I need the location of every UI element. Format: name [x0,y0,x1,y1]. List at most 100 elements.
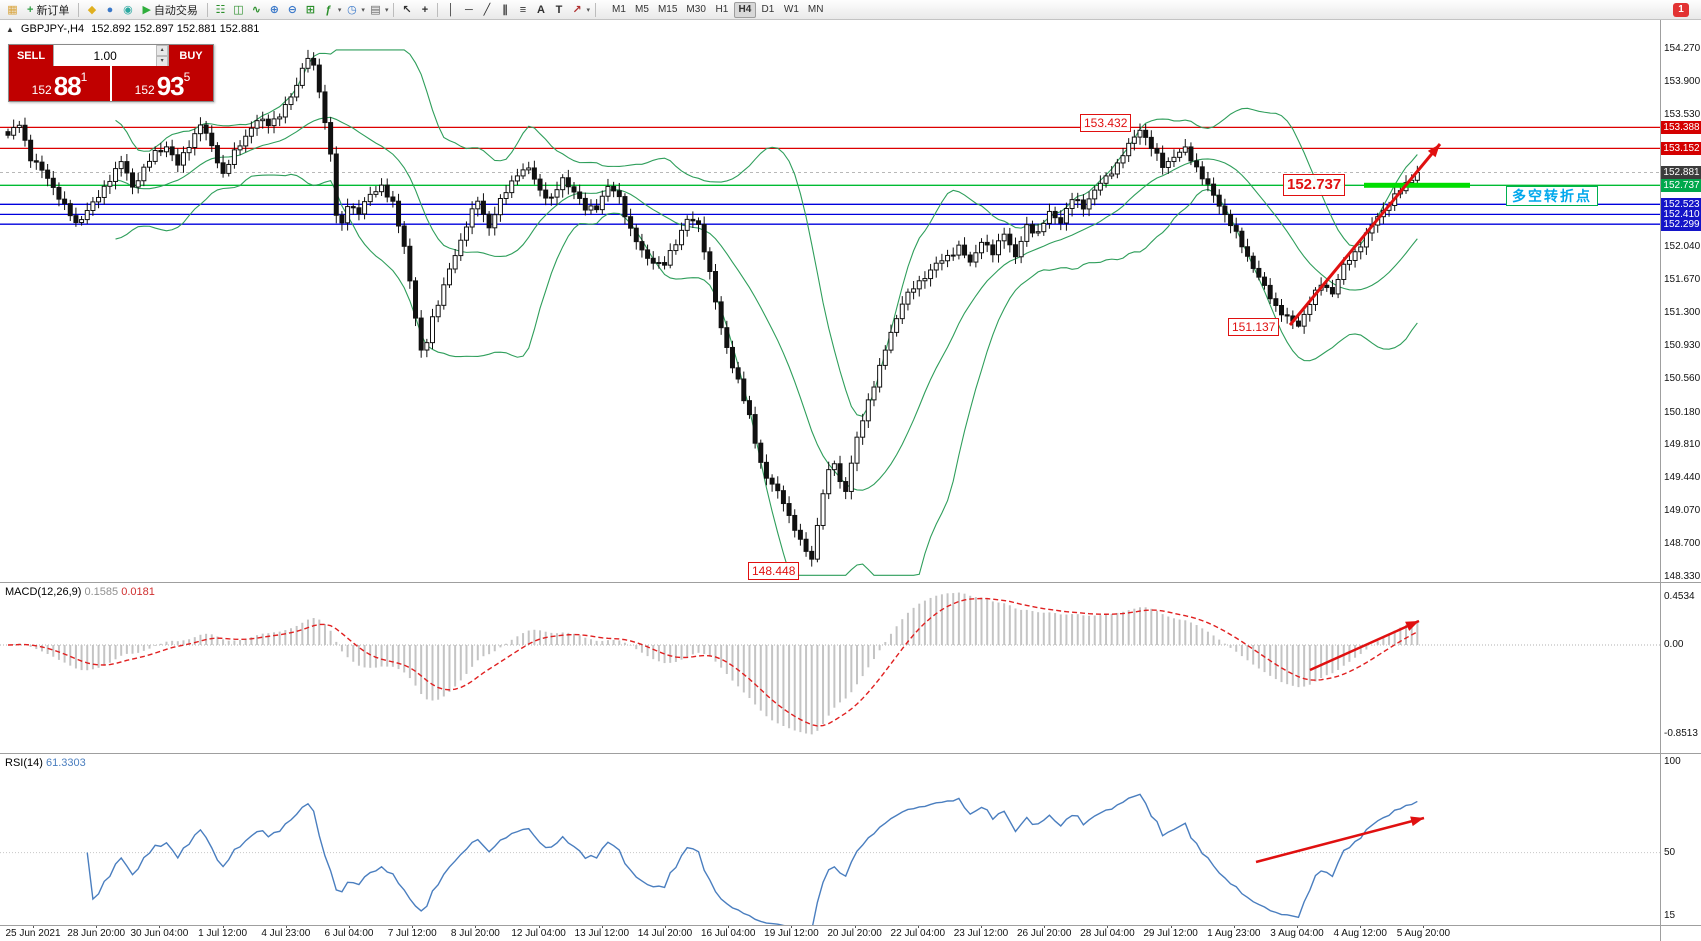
timeframe-button-m5[interactable]: M5 [635,4,649,15]
price-tick: 152.040 [1664,241,1701,253]
periods-button[interactable]: ◷ [347,4,357,16]
macd-label: MACD(12,26,9) 0.1585 0.0181 [5,586,155,598]
chart-title: ▲ GBPJPY-,H4 152.892 152.897 152.881 152… [6,23,259,35]
bar-chart-icon[interactable]: ☷ [215,4,226,16]
periods-button-dropdown-icon[interactable]: ▾ [361,6,365,14]
timeframe-button-h4[interactable]: H4 [733,1,756,18]
macd-scale-tick: 0.4534 [1664,591,1695,603]
vertical-line-icon[interactable]: │ [447,3,455,16]
price-badge-152-737: 152.737 [1661,178,1701,192]
price-badge-153-152: 153.152 [1661,141,1701,155]
toolbar-separator [437,2,439,17]
timeframe-button-mn[interactable]: MN [807,4,824,15]
ask-big-digits: 93 [156,71,185,101]
price-scale[interactable]: 154.270 153.900 153.530 152.040 151.670 151.3… [1660,20,1701,941]
sell-button[interactable]: SELL [9,45,53,66]
cursor-icon[interactable]: ↖ [402,4,412,16]
timeframe-toolbar: M1 M5 M15 M30 H1 H4 D1 W1 MN [608,1,827,18]
time-tick [917,925,919,928]
price-tick: 149.440 [1664,472,1701,484]
time-label: 23 Jul 12:00 [953,928,1009,939]
time-tick [349,925,350,928]
time-tick [854,925,856,928]
time-label: 1 Aug 23:00 [1207,928,1261,939]
templates-button[interactable]: ▤ [370,4,381,16]
crosshair-icon[interactable]: + [421,3,429,16]
time-tick [1423,925,1425,928]
volume-input[interactable] [54,45,157,66]
macd-panel[interactable]: MACD(12,26,9) 0.1585 0.0181 [0,582,1660,753]
toolbar-separator [206,2,208,17]
time-tick [601,925,603,928]
new-order-button[interactable]: + 新订单 [22,1,74,18]
panel-separator[interactable] [0,753,1701,754]
one-click-collapse-icon[interactable]: ▲ [6,24,14,34]
time-tick [1107,925,1109,928]
macd-scale-tick: 0.00 [1664,639,1684,650]
arrows-button-dropdown-icon[interactable]: ▾ [586,6,590,14]
rsi-scale-tick: 50 [1664,846,1676,858]
candlestick-chart-icon[interactable]: ◫ [233,4,244,16]
fibonacci-icon[interactable]: ≡ [519,3,527,16]
toolbar: ▦ + 新订单 ◆ ● ◉ ▶ 自动交易 ☷ ◫ ∿ ⊕ ⊖ ⊞ ƒ ▾ ◷ ▾ ▤ ▾ ↖ + │ ─ ╱ ∥ ≡ A T ↗ ▾ M1 M5… [0,0,1701,20]
rsi-panel[interactable]: RSI(14) 61.3303 [0,753,1660,925]
new-order-button-label: 新订单 [36,4,70,17]
time-tick [728,925,730,928]
time-label: 14 Jul 20:00 [637,928,693,939]
templates-button-dropdown-icon[interactable]: ▾ [384,6,389,14]
time-axis[interactable]: 25 Jun 2021 28 Jun 20:00 30 Jun 04:00 1 Jul… [0,925,1660,941]
terminal-icon[interactable]: ▦ [7,4,18,16]
auto-trading-button[interactable]: ▶ 自动交易 [137,1,202,18]
notification-badge[interactable]: 1 [1673,2,1689,17]
time-tick [222,925,224,928]
arrows-button[interactable]: ↗ [572,4,582,16]
time-label: 6 Jul 04:00 [324,928,374,939]
data-window-icon[interactable]: ◉ [123,4,133,16]
macd-scale-tick: -0.8513 [1664,728,1698,740]
time-label: 4 Jul 23:00 [261,928,311,939]
zoom-in-icon[interactable]: ⊕ [269,4,280,16]
time-tick [665,925,666,928]
price-chart-canvas[interactable] [0,20,1660,582]
time-tick [96,925,98,928]
panel-separator[interactable] [0,582,1701,583]
text-icon[interactable]: A [536,3,545,16]
auto-trading-button-label: 自动交易 [153,4,198,17]
ask-price-button[interactable]: 152 93 5 [112,66,213,101]
line-chart-icon[interactable]: ∿ [251,4,262,16]
timeframe-button-m30[interactable]: M30 [686,4,706,15]
time-tick [1233,925,1235,928]
new-order-icon: + [27,3,34,16]
rsi-canvas[interactable] [0,753,1660,925]
price-badge-152-410: 152.410 [1661,207,1701,221]
time-tick [1044,925,1046,928]
auto-trading-icon: ▶ [142,4,151,16]
trendline-icon[interactable]: ╱ [483,4,491,16]
price-tick: 154.270 [1664,43,1701,54]
zoom-out-icon[interactable]: ⊖ [287,4,298,16]
macd-canvas[interactable] [0,582,1660,753]
rsi-value: 61.3303 [45,757,86,769]
time-label: 28 Jul 04:00 [1080,928,1135,939]
tile-windows-icon[interactable]: ⊞ [305,4,316,16]
volume-up-button[interactable]: ▴ [156,45,168,56]
timeframe-button-m15[interactable]: M15 [657,4,678,15]
bid-prefix: 152 [31,83,52,97]
indicators-button[interactable]: ƒ [325,3,332,16]
price-tick: 153.530 [1664,108,1701,120]
equidistant-channel-icon[interactable]: ∥ [502,4,508,16]
indicators-button-dropdown-icon[interactable]: ▾ [337,6,342,14]
horizontal-line-icon[interactable]: ─ [465,3,473,16]
buy-button[interactable]: BUY [169,45,213,66]
timeframe-button-w1[interactable]: W1 [783,4,799,15]
favorites-icon[interactable]: ◆ [87,4,97,16]
timeframe-button-h1[interactable]: H1 [715,4,729,15]
volume-field: ▴ ▾ [53,45,169,67]
main-chart-panel[interactable]: ▲ GBPJPY-,H4 152.892 152.897 152.881 152… [0,20,1660,582]
text-label-icon[interactable]: T [555,3,563,16]
timeframe-button-m1[interactable]: M1 [612,4,626,15]
timeframe-button-d1[interactable]: D1 [761,4,775,15]
bid-price-button[interactable]: 152 88 1 [9,66,110,101]
market-watch-icon[interactable]: ● [106,3,114,16]
price-tick: 150.180 [1664,406,1701,418]
